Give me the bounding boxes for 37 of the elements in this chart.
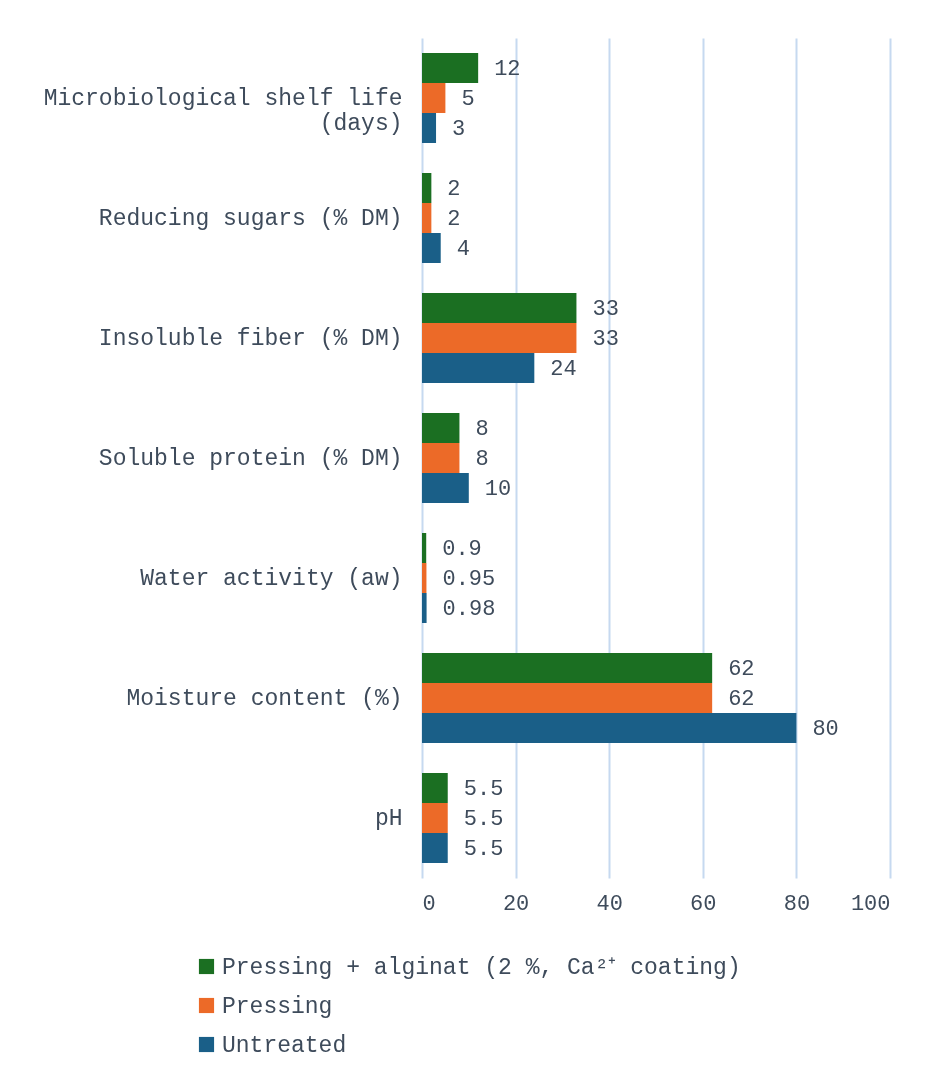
- data-label: 5: [461, 87, 475, 112]
- data-label: 80: [812, 717, 839, 742]
- x-tick-label: 0: [422, 891, 436, 917]
- legend-label: Pressing + alginat (2 %, Ca²⁺ coating): [222, 954, 741, 981]
- data-label: 5.5: [463, 837, 504, 862]
- data-label: 0.9: [442, 537, 482, 562]
- y-tick-label: Moisture content (%): [126, 686, 403, 712]
- x-tick-label: 100: [850, 891, 891, 917]
- y-tick-label: Reducing sugars (% DM): [98, 206, 403, 232]
- data-label: 3: [452, 117, 466, 142]
- data-label: 5.5: [463, 777, 504, 802]
- data-label: 0.95: [442, 567, 496, 592]
- legend-label: Pressing: [222, 993, 333, 1020]
- data-label: 8: [475, 447, 489, 472]
- data-label: 33: [592, 297, 619, 322]
- data-label: 0.98: [442, 597, 496, 622]
- x-tick-label: 40: [596, 891, 623, 917]
- legend-label: Untreated: [222, 1032, 347, 1059]
- y-tick-label: Microbiological shelf life (days): [43, 86, 403, 137]
- y-tick-label: pH: [374, 806, 403, 832]
- y-tick-label: Water activity (aw): [140, 566, 403, 592]
- data-label: 10: [484, 477, 512, 502]
- data-label: 33: [592, 327, 619, 352]
- x-tick-label: 60: [690, 891, 717, 917]
- data-label: 62: [728, 657, 755, 682]
- data-label: 5.5: [463, 807, 504, 832]
- x-tick-label: 20: [502, 891, 530, 917]
- y-tick-label: Soluble protein (% DM): [98, 446, 403, 472]
- data-label: 2: [447, 207, 461, 232]
- data-label: 12: [494, 57, 521, 82]
- data-label: 4: [456, 237, 470, 262]
- y-tick-label: Insoluble fiber (% DM): [98, 326, 403, 352]
- data-label: 62: [728, 687, 755, 712]
- data-label: 8: [475, 417, 489, 442]
- data-label: 24: [550, 357, 577, 382]
- data-label: 2: [447, 177, 461, 202]
- x-tick-label: 80: [783, 891, 811, 917]
